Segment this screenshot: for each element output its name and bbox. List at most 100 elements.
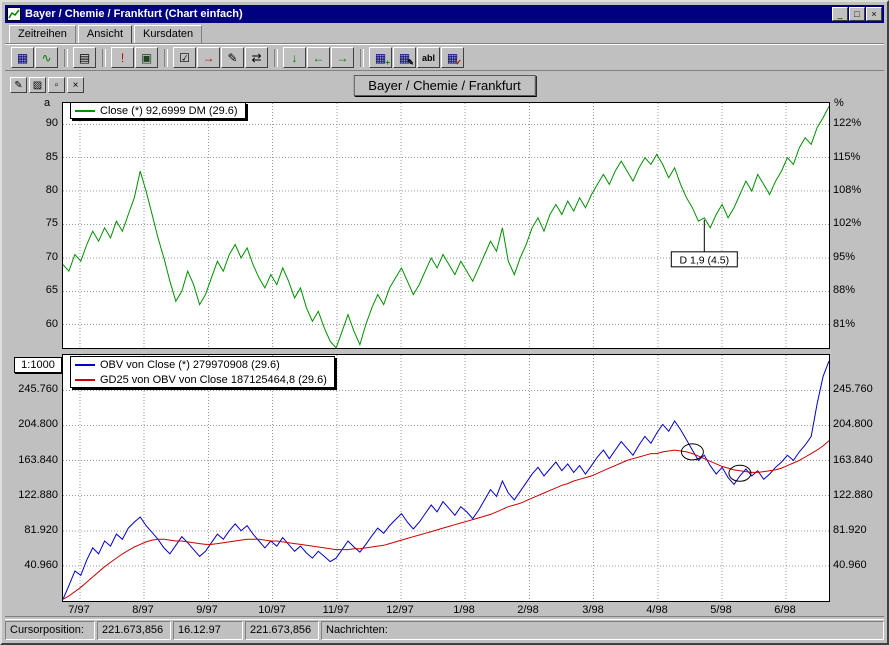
chart-window-header: ✎ ▨ ▫ × Bayer / Chemie / Frankfurt	[6, 74, 883, 96]
x-axis-label: 1/98	[453, 604, 475, 616]
table-check-button[interactable]: ▦ ✓	[441, 47, 464, 68]
chart-icon: ∿	[41, 50, 52, 65]
pen-button[interactable]: ✎	[221, 47, 244, 68]
arrow-down-icon: ↓	[291, 50, 298, 65]
y-axis-label-right: 204.800	[833, 418, 873, 430]
table-edit-icon: ▦	[398, 50, 411, 65]
crossover-marker	[680, 443, 704, 461]
legend-item: Close (*) 92,6999 DM (29.6)	[75, 103, 238, 118]
legend-line-sample-icon	[75, 109, 95, 112]
y-axis-label-right: 81%	[833, 318, 856, 330]
tab-zeitreihen[interactable]: Zeitreihen	[9, 25, 76, 43]
x-axis-label: 4/98	[646, 604, 668, 616]
price-legend[interactable]: Close (*) 92,6999 DM (29.6)	[70, 102, 246, 119]
y-axis-label-right: 102%	[833, 217, 862, 229]
x-axis-label: 9/97	[196, 604, 218, 616]
y-axis-label-left: 163.840	[18, 454, 58, 466]
alert-icon: !	[120, 50, 125, 65]
main-toolbar: ▦ ∿ ▤! ▣ ☑ → ✎ ⇄ ↓ ← → ▦ + ▦ ✎ abl ▦ ✓	[5, 44, 884, 71]
arrow-right-icon: →	[336, 50, 349, 65]
table-add-icon: ▦	[374, 50, 387, 65]
legend-label: Close (*) 92,6999 DM (29.6)	[100, 104, 238, 117]
legend-line-sample-icon	[75, 378, 95, 381]
gd25-series-line	[63, 440, 829, 600]
label-button[interactable]: abl	[417, 47, 440, 68]
alert-button[interactable]: !	[111, 47, 134, 68]
y-axis-label-right: 245.760	[833, 383, 873, 395]
y-axis-label-right: 95%	[833, 251, 856, 263]
arrow-left-icon: ←	[312, 50, 325, 65]
messages-panel: Nachrichten:	[321, 621, 884, 640]
y-axis-label-left: 80	[45, 184, 58, 196]
menu-tab-bar: Zeitreihen Ansicht Kursdaten	[5, 25, 884, 44]
table-icon: ▦	[16, 50, 29, 65]
tab-kursdaten[interactable]: Kursdaten	[134, 25, 203, 43]
y-axis-label-left: 85	[45, 151, 58, 163]
y-axis-label-left: 81.920	[24, 524, 58, 536]
close-button[interactable]: ×	[866, 7, 882, 21]
y-axis-label-right: 108%	[833, 184, 862, 196]
chart-button[interactable]: ∿	[35, 47, 58, 68]
obv-legend[interactable]: OBV von Close (*) 279970908 (29.6) GD25 v…	[70, 356, 335, 388]
arrow-down-button[interactable]: ↓	[283, 47, 306, 68]
window-title: Bayer / Chemie / Frankfurt (Chart einfac…	[25, 8, 243, 20]
close-chart-button[interactable]: ×	[67, 77, 84, 93]
checklist-button[interactable]: ☑	[173, 47, 196, 68]
chart-region: a % D 1,9 (4.5) Close (*) 92,6999 DM (29…	[2, 97, 887, 623]
compare-icon: ⇄	[251, 50, 262, 65]
pen-icon: ✎	[227, 50, 238, 65]
price-chart-panel[interactable]: D 1,9 (4.5)	[62, 102, 830, 349]
fill-tool-button[interactable]: ▨	[29, 77, 46, 93]
table-edit-badge-icon: ✎	[407, 58, 414, 67]
x-axis-label: 8/97	[132, 604, 154, 616]
statusbar-separator	[5, 616, 884, 620]
y-axis-label-right: 122.880	[833, 489, 873, 501]
table-add-button[interactable]: ▦ +	[369, 47, 392, 68]
gridlines	[63, 355, 829, 601]
dividend-annotation: D 1,9 (4.5)	[670, 219, 738, 268]
app-icon	[7, 7, 21, 21]
obv-chart-panel[interactable]	[62, 354, 830, 602]
cursor-x-value: 221.673,856	[97, 621, 171, 640]
y-axis-label-left: 122.880	[18, 489, 58, 501]
table-edit-button[interactable]: ▦ ✎	[393, 47, 416, 68]
x-axis-label: 7/97	[68, 604, 90, 616]
x-axis-label: 10/97	[258, 604, 286, 616]
x-axis-label: 2/98	[517, 604, 539, 616]
toolbar-separator	[360, 48, 364, 67]
checklist-icon: ☑	[179, 50, 190, 65]
titlebar: Bayer / Chemie / Frankfurt (Chart einfac…	[5, 5, 884, 23]
table-button[interactable]: ▦	[11, 47, 34, 68]
minimize-button[interactable]: _	[832, 7, 848, 21]
scale-label: 1:1000	[14, 357, 62, 373]
svg-text:D 1,9 (4.5): D 1,9 (4.5)	[679, 254, 729, 266]
swatch-button[interactable]: ▫	[48, 77, 65, 93]
compare-button[interactable]: ⇄	[245, 47, 268, 68]
x-axis-label: 3/98	[582, 604, 604, 616]
y-axis-label-left: 40.960	[24, 559, 58, 571]
y-axis-label-left: 65	[45, 284, 58, 296]
maximize-button[interactable]: □	[849, 7, 865, 21]
legend-label: OBV von Close (*) 279970908 (29.6)	[100, 358, 280, 371]
y-axis-label-right: 81.920	[833, 524, 867, 536]
x-axis-label: 12/97	[386, 604, 414, 616]
forward-button[interactable]: →	[197, 47, 220, 68]
draw-tool-button[interactable]: ✎	[10, 77, 27, 93]
toolbar-separator	[274, 48, 278, 67]
titlebar-buttons: _ □ ×	[832, 7, 882, 21]
chart-window-title: Bayer / Chemie / Frankfurt	[353, 75, 536, 96]
legend-item: OBV von Close (*) 279970908 (29.6)	[75, 357, 327, 372]
label-icon: abl	[421, 52, 435, 63]
y-axis-label-left: 204.800	[18, 418, 58, 430]
arrow-right-button[interactable]: →	[331, 47, 354, 68]
tab-ansicht[interactable]: Ansicht	[77, 25, 132, 43]
crossover-marker	[728, 464, 752, 482]
legend-label: GD25 von OBV von Close 187125464,8 (29.6…	[100, 373, 327, 386]
arrow-left-button[interactable]: ←	[307, 47, 330, 68]
print-button[interactable]: ▣	[135, 47, 158, 68]
left-axis-corner-label: a	[44, 97, 51, 109]
table-check-icon: ▦	[446, 50, 459, 65]
y-axis-label-right: 88%	[833, 284, 856, 296]
table-check-badge-icon: ✓	[455, 58, 462, 67]
preview-button[interactable]: ▤	[73, 47, 96, 68]
